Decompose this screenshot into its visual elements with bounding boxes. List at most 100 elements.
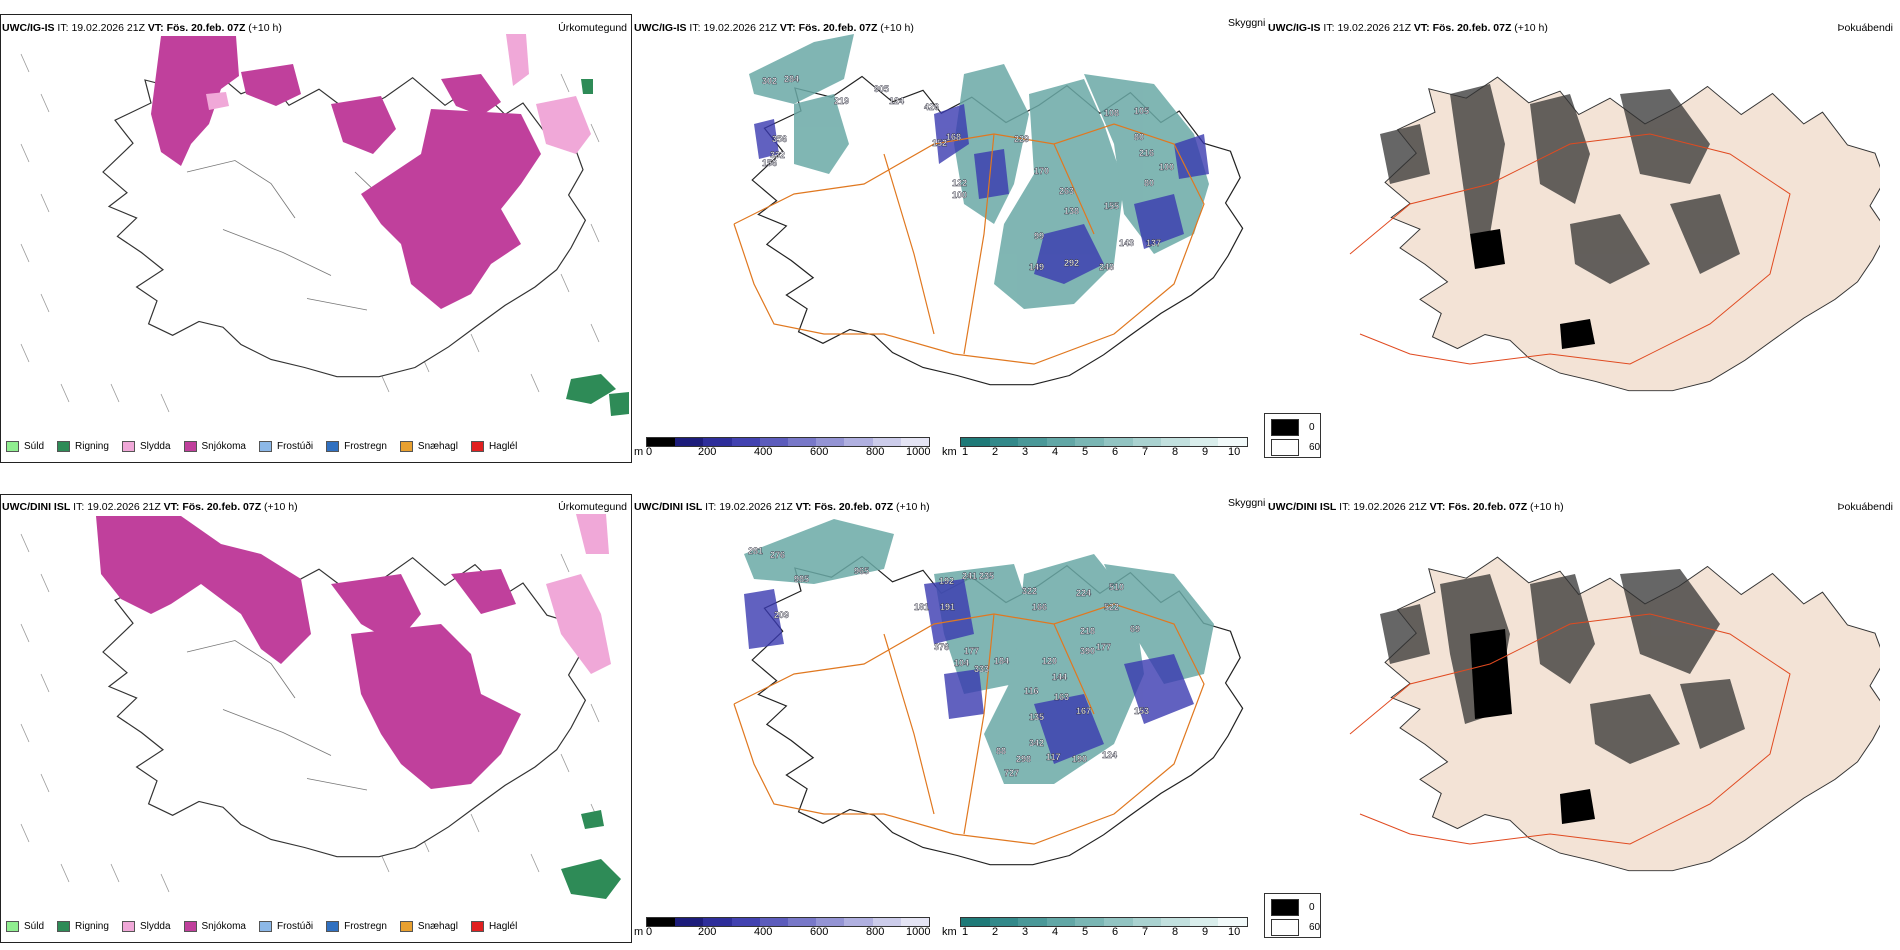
scale-tick: 4 — [1052, 446, 1059, 458]
cloud-base-label: 184 — [994, 656, 1009, 666]
scale-color-step — [1018, 918, 1047, 926]
scale-tick: 6 — [1112, 446, 1119, 458]
scale-color-step — [844, 918, 873, 926]
fog-value: 0 — [1309, 422, 1315, 433]
cloud-base-label: 191 — [940, 602, 955, 612]
snow-areas — [96, 516, 521, 789]
cloud-base-label: 170 — [1034, 166, 1049, 176]
cloud-title-bot: UWC/DINI ISL IT: 19.02.2026 21Z VT: Fös.… — [634, 501, 930, 513]
roads — [733, 603, 1205, 845]
fog-value: 60 — [1309, 922, 1321, 933]
cloud-base-label: 166 — [1032, 602, 1047, 612]
cloud-base-label: 100 — [1159, 162, 1174, 172]
cloud-base-label: 135 — [1029, 712, 1044, 722]
legend-item: Rigning — [57, 441, 109, 452]
scale-tick: 1 — [962, 446, 969, 458]
scale-tick: 600 — [810, 446, 829, 458]
legend-swatch — [57, 441, 71, 452]
cloud-base-label: 356 — [772, 134, 787, 144]
legend-item: Súld — [6, 921, 44, 932]
cloud-base-label: 167 — [1076, 706, 1091, 716]
scale-color-step — [1046, 918, 1076, 926]
cloud-param-bot: Skyggni — [1228, 497, 1266, 509]
scale-color-step — [872, 918, 901, 926]
cloud-base-label: 965 — [854, 566, 869, 576]
scale-tick: 400 — [754, 446, 773, 458]
scale-tick: 2 — [992, 926, 999, 938]
precip-param-top: Úrkomutegund — [558, 22, 627, 34]
legend-label: Rigning — [75, 921, 109, 932]
scale-color-step — [816, 438, 845, 446]
it-label: IT: — [1323, 22, 1335, 34]
cloud-base-label: 292 — [1064, 258, 1079, 268]
roads — [1349, 613, 1791, 845]
cloud-base-label: 177 — [1096, 642, 1111, 652]
legend-item: Súld — [6, 441, 44, 452]
scale-unit: km — [942, 926, 957, 938]
legend-label: Súld — [24, 441, 45, 452]
cloud-base-label: 104 — [954, 658, 969, 668]
cloud-labels-bot: 281 276 985 965 209 192 241 235 181 191 322 224 510 1… — [748, 546, 1149, 778]
fog-swatch — [1271, 419, 1299, 436]
legend-label: Frostúði — [276, 921, 314, 932]
cloud-base-label: 163 — [1054, 692, 1069, 702]
scale-tick: 0 — [646, 926, 653, 938]
visibility-scale-top: km 1 2 3 4 5 6 7 8 9 10 — [942, 437, 1262, 461]
scale-tick: 3 — [1022, 446, 1029, 458]
legend-swatch — [258, 921, 272, 932]
legend-item: Snjókoma — [183, 441, 246, 452]
scale-tick: 200 — [698, 926, 717, 938]
wind-barbs — [20, 53, 600, 413]
cloud-base-label: 333 — [974, 664, 989, 674]
legend-item: Frostregn — [326, 921, 387, 932]
fog-swatch — [1271, 919, 1299, 936]
fog-black — [1470, 229, 1595, 349]
cloud-base-label: 209 — [774, 610, 789, 620]
vt-value: Fös. 20.feb. 07Z — [166, 22, 246, 34]
cloud-base-label: 281 — [748, 546, 763, 556]
legend-label: Frostregn — [344, 921, 387, 932]
cloud-base-label: 105 — [1134, 106, 1149, 116]
scale-color-step — [1161, 438, 1190, 446]
it-value: 19.02.2026 21Z — [1337, 22, 1411, 34]
precip-map-bot — [20, 514, 621, 899]
legend-item: Frostregn — [326, 441, 387, 452]
scale-color-step — [844, 438, 873, 446]
scale-color-step — [961, 918, 990, 926]
scale-color-step — [759, 918, 789, 926]
scale-color-step — [1189, 438, 1219, 446]
scale-tick: 10 — [1228, 446, 1241, 458]
legend-swatch — [399, 441, 413, 452]
scale-color-step — [647, 438, 676, 446]
legend-swatch — [326, 441, 340, 452]
scale-color-step — [1075, 918, 1104, 926]
cloud-base-label: 88 — [996, 746, 1006, 756]
it-label: IT: — [73, 501, 85, 513]
cloud-base-label: 137 — [1146, 238, 1161, 248]
cloud-base-label: 224 — [1076, 588, 1091, 598]
legend-label: Súld — [24, 921, 45, 932]
cloud-base-label: 284 — [784, 74, 799, 84]
legend-item: Rigning — [57, 921, 109, 932]
scale-tick: 800 — [866, 446, 885, 458]
legend-swatch — [6, 441, 19, 452]
cloud-base-label: 905 — [874, 84, 889, 94]
scale-tick: 400 — [754, 926, 773, 938]
rain-areas — [566, 79, 629, 416]
cloud-map-top — [733, 34, 1244, 386]
it-value: 19.02.2026 21Z — [1353, 501, 1427, 513]
scale-color-step — [872, 438, 901, 446]
cloud-base-scale-bot: m 0 200 400 600 800 1000 — [634, 917, 934, 941]
cloud-base-label: 99 — [1034, 231, 1044, 241]
scale-color-step — [703, 438, 732, 446]
fog-value: 60 — [1309, 442, 1321, 453]
roads — [1349, 133, 1791, 365]
fog-title-bot: UWC/DINI ISL IT: 19.02.2026 21Z VT: Fös.… — [1268, 501, 1564, 513]
cloud-base-scale-top: m 0 200 400 600 800 1000 — [634, 437, 934, 461]
scale-tick: 9 — [1202, 446, 1209, 458]
cloud-base-label: 124 — [889, 96, 904, 106]
model-name: UWC/DINI ISL — [2, 501, 71, 513]
cloud-base-label: 218 — [1080, 626, 1095, 636]
legend-item: Slydda — [121, 921, 171, 932]
scale-tick: 1000 — [906, 446, 931, 458]
